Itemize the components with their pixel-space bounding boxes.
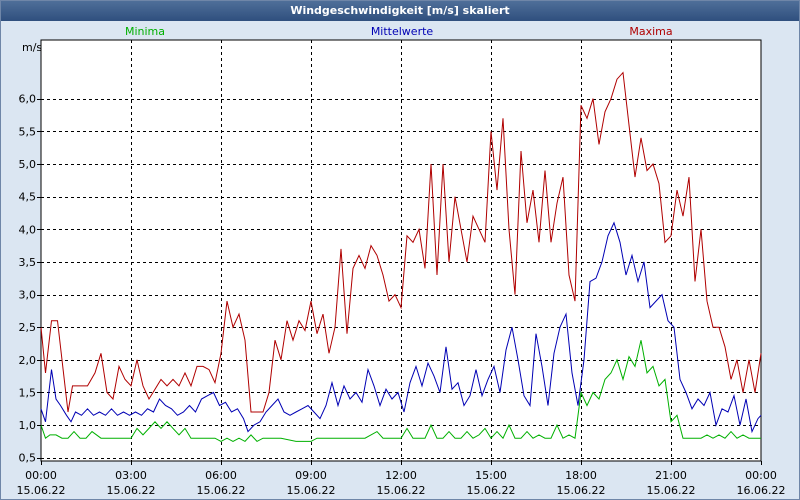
x-tick-date: 16.06.22 — [737, 484, 786, 497]
y-axis-ticks: 0,5 1,0 1,5 2,0 2,5 3,0 3,5 4,0 4,5 5,0 5,5 6,0 — [19, 93, 41, 465]
series-line-mittelwerte — [40, 221, 762, 434]
x-tick-date: 15.06.22 — [197, 484, 246, 497]
x-tick-date: 15.06.22 — [557, 484, 606, 497]
y-tick-label: 4,0 — [19, 223, 37, 236]
x-tick-time: 12:00 — [385, 469, 417, 482]
x-tick-date: 15.06.22 — [467, 484, 516, 497]
window-title: Windgeschwindigkeit [m/s] skaliert — [1, 1, 799, 21]
x-tick-time: 18:00 — [565, 469, 597, 482]
x-axis-ticks: 00:00 15.06.22 03:00 15.06.22 06:00 15.06.22 0… — [17, 461, 786, 497]
x-tick-date: 15.06.22 — [377, 484, 426, 497]
y-tick-label: 1,5 — [19, 386, 37, 399]
series-line-maxima — [40, 71, 762, 413]
legend-maxima: Maxima — [629, 25, 672, 38]
legend-minima: Minima — [125, 25, 165, 38]
grid-lines — [41, 40, 761, 461]
y-tick-label: 6,0 — [19, 93, 37, 106]
y-tick-label: 5,0 — [19, 158, 37, 171]
x-tick-date: 15.06.22 — [287, 484, 336, 497]
x-tick-date: 15.06.22 — [17, 484, 66, 497]
x-tick-date: 15.06.22 — [647, 484, 696, 497]
y-tick-label: 5,5 — [19, 125, 37, 138]
x-tick-time: 06:00 — [205, 469, 237, 482]
y-axis-label: m/s — [22, 41, 42, 54]
x-tick-time: 15:00 — [475, 469, 507, 482]
y-tick-label: 0,5 — [19, 452, 37, 465]
y-tick-label: 3,0 — [19, 289, 37, 302]
x-tick-date: 15.06.22 — [107, 484, 156, 497]
series-lines — [40, 71, 762, 443]
y-tick-label: 2,5 — [19, 321, 37, 334]
y-tick-label: 3,5 — [19, 256, 37, 269]
x-tick-time: 09:00 — [295, 469, 327, 482]
y-tick-label: 2,0 — [19, 354, 37, 367]
series-line-minima — [40, 340, 761, 443]
x-tick-time: 21:00 — [655, 469, 687, 482]
x-tick-time: 00:00 — [745, 469, 777, 482]
y-tick-label: 4,5 — [19, 191, 37, 204]
legend-mittelwerte: Mittelwerte — [371, 25, 434, 38]
y-tick-label: 1,0 — [19, 419, 37, 432]
x-tick-time: 00:00 — [25, 469, 57, 482]
x-tick-time: 03:00 — [115, 469, 147, 482]
